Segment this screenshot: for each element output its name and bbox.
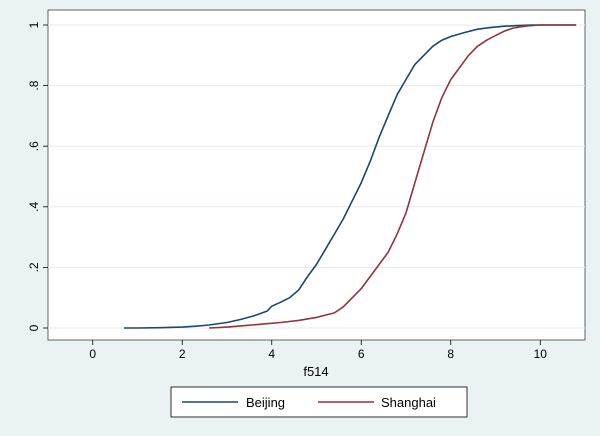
legend-label-shanghai: Shanghai xyxy=(381,395,436,410)
series-layer xyxy=(124,24,577,329)
x-tick-label: 2 xyxy=(179,347,186,361)
plot-area xyxy=(47,9,586,341)
y-tick-label: .8 xyxy=(27,80,41,90)
y-tick-label: .6 xyxy=(27,141,41,151)
y-tick-label: .2 xyxy=(27,262,41,272)
legend-label-beijing: Beijing xyxy=(246,395,285,410)
x-axis: 0 2 4 6 8 10 xyxy=(89,340,547,361)
x-tick-label: 10 xyxy=(534,347,548,361)
x-axis-title: f514 xyxy=(303,364,328,379)
legend: Beijing Shanghai xyxy=(170,386,468,418)
y-tick-label: 0 xyxy=(27,324,41,331)
y-tick-label: .4 xyxy=(27,201,41,211)
y-tick-label: 1 xyxy=(27,21,41,28)
x-tick-label: 6 xyxy=(358,347,365,361)
x-tick-label: 0 xyxy=(89,347,96,361)
series-line-beijing xyxy=(124,24,577,329)
x-tick-label: 4 xyxy=(268,347,275,361)
y-axis: 0 .2 .4 .6 .8 1 xyxy=(27,21,48,331)
x-tick-label: 8 xyxy=(447,347,454,361)
series-line-shanghai xyxy=(209,24,577,329)
